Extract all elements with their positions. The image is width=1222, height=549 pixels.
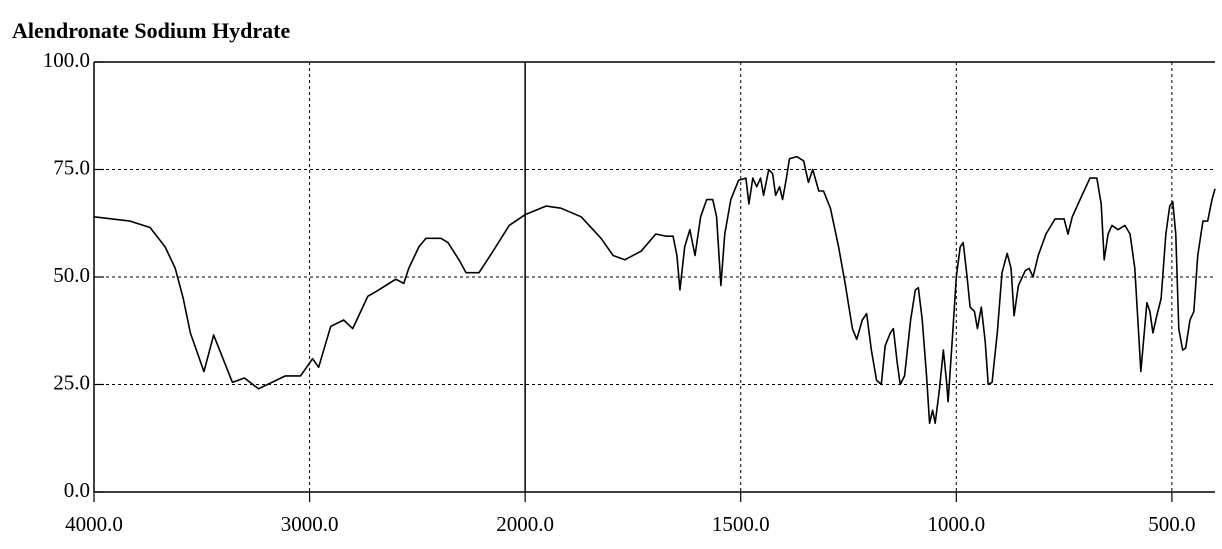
chart-title: Alendronate Sodium Hydrate xyxy=(12,18,291,43)
y-tick-label: 100.0 xyxy=(43,48,90,72)
y-tick-label: 0.0 xyxy=(64,478,90,502)
x-tick-label: 1000.0 xyxy=(927,512,985,536)
y-tick-label: 25.0 xyxy=(53,370,90,394)
y-tick-label: 50.0 xyxy=(53,263,90,287)
y-tick-label: 75.0 xyxy=(53,155,90,179)
x-tick-label: 4000.0 xyxy=(65,512,123,536)
x-tick-label: 500.0 xyxy=(1148,512,1195,536)
x-tick-label: 3000.0 xyxy=(281,512,339,536)
x-tick-label: 2000.0 xyxy=(496,512,554,536)
spectrum-line xyxy=(93,155,1216,424)
x-tick-label: 1500.0 xyxy=(712,512,770,536)
